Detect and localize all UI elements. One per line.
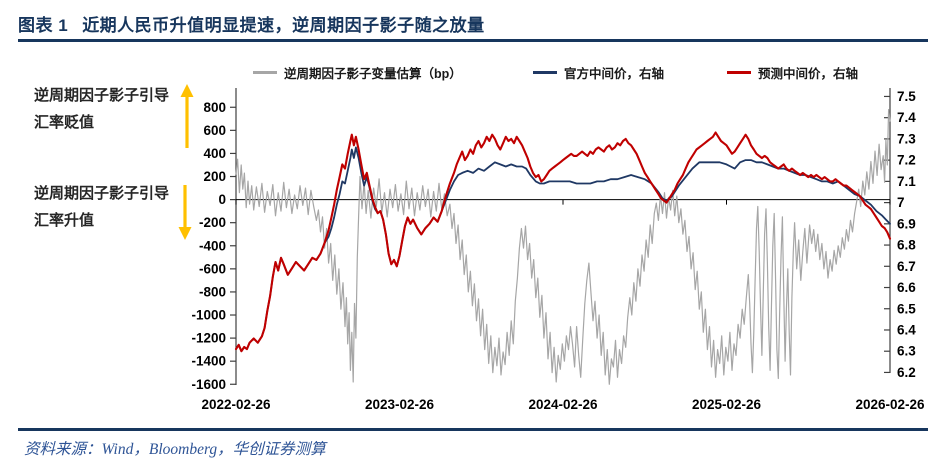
legend-label-official: 官方中间价，右轴 [564, 67, 665, 81]
up-arrow-icon [180, 84, 194, 148]
right-axis-label: 6.5 [897, 301, 916, 316]
x-axis-label: 2023-02-26 [365, 397, 435, 412]
series-line-shadow [235, 109, 891, 385]
left-axis-label: -1400 [191, 354, 226, 369]
x-axis-label: 2022-02-26 [201, 397, 271, 412]
right-axis-label: 6.3 [897, 344, 916, 359]
annotation-depreciation: 逆周期因子影子引导 汇率贬值 [34, 82, 204, 136]
left-axis-label: 600 [203, 123, 226, 138]
x-axis-label: 2026-02-26 [855, 397, 925, 412]
left-axis-label: -1600 [191, 377, 226, 392]
chart-title-text: 近期人民币升值明显提速，逆周期因子影子随之放量 [82, 16, 485, 35]
footer-divider [18, 428, 928, 431]
annotation-appreciation-line1: 逆周期因子影子引导 [34, 185, 170, 202]
right-axis-label: 7.2 [897, 153, 916, 168]
chart-title: 图表 1 近期人民币升值明显提速，逆周期因子影子随之放量 [18, 11, 485, 36]
right-axis-label: 7.4 [897, 110, 916, 125]
annotation-depreciation-line2: 汇率贬值 [34, 114, 95, 131]
annotation-depreciation-line1: 逆周期因子影子引导 [34, 87, 170, 104]
annotation-appreciation: 逆周期因子影子引导 汇率升值 [34, 180, 204, 234]
right-axis-label: 6.7 [897, 259, 916, 274]
left-axis-label: -200 [199, 215, 226, 230]
legend-item-forecast: 预测中间价，右轴 [727, 63, 858, 82]
right-axis-label: 6.2 [897, 365, 916, 380]
legend-swatch-shadow [253, 71, 277, 74]
legend-item-shadow: 逆周期因子影子变量估算（bp） [253, 63, 462, 82]
annotation-appreciation-line2: 汇率升值 [34, 212, 95, 229]
right-axis-label: 7.3 [897, 131, 916, 146]
right-axis-label: 6.9 [897, 216, 916, 231]
right-axis-label: 6.6 [897, 280, 916, 295]
left-axis-label: -800 [199, 284, 226, 299]
legend-label-shadow: 逆周期因子影子变量估算（bp） [284, 67, 462, 81]
left-axis-label: -1000 [191, 308, 226, 323]
legend-swatch-forecast [727, 71, 751, 74]
source-note: 资料来源：Wind，Bloomberg，华创证券测算 [24, 441, 326, 458]
left-axis-label: 200 [203, 169, 226, 184]
series-line-forecast [234, 131, 892, 353]
chart-title-tag: 图表 1 [18, 16, 69, 35]
right-axis-label: 7.1 [897, 174, 916, 189]
left-axis-label: -600 [199, 261, 226, 276]
legend-item-official: 官方中间价，右轴 [533, 63, 664, 82]
right-axis-label: 7.5 [897, 89, 916, 104]
left-axis-label: -1200 [191, 331, 226, 346]
right-axis-label: 6.4 [897, 322, 916, 337]
right-axis-label: 6.8 [897, 238, 916, 253]
x-axis-label: 2024-02-26 [528, 397, 598, 412]
x-axis-label: 2025-02-26 [692, 397, 762, 412]
right-axis-label: 7 [897, 195, 905, 210]
left-axis-label: -400 [199, 238, 226, 253]
left-axis-label: 800 [203, 100, 226, 115]
left-axis-label: 400 [203, 146, 226, 161]
down-arrow-icon [178, 185, 192, 240]
legend-label-forecast: 预测中间价，右轴 [758, 67, 859, 81]
title-underline [18, 39, 928, 42]
legend-swatch-official [533, 71, 557, 74]
left-axis-label: 0 [218, 192, 226, 207]
